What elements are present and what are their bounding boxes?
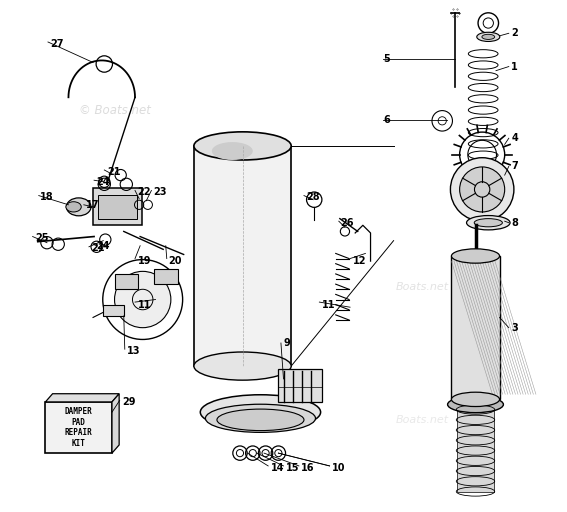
Ellipse shape <box>474 219 502 227</box>
Bar <box>451 256 500 399</box>
Circle shape <box>450 158 514 221</box>
Ellipse shape <box>482 34 494 39</box>
Text: © Boats.net: © Boats.net <box>79 103 151 117</box>
Text: 16: 16 <box>302 463 315 474</box>
Text: 25: 25 <box>35 233 49 243</box>
Polygon shape <box>112 394 119 453</box>
Text: 5: 5 <box>383 54 390 64</box>
Ellipse shape <box>66 198 91 216</box>
Bar <box>103 305 124 316</box>
Text: 10: 10 <box>332 463 346 474</box>
Ellipse shape <box>200 395 320 430</box>
Bar <box>278 369 322 402</box>
Ellipse shape <box>205 404 315 432</box>
Text: 15: 15 <box>286 463 299 474</box>
Ellipse shape <box>467 216 510 230</box>
Circle shape <box>115 271 171 328</box>
Text: 29: 29 <box>122 397 136 407</box>
Text: DAMPER
PAD
REPAIR
KIT: DAMPER PAD REPAIR KIT <box>65 408 92 447</box>
Text: 2: 2 <box>511 28 518 38</box>
Text: 8: 8 <box>511 218 518 228</box>
Text: 21: 21 <box>107 166 120 177</box>
Text: 24: 24 <box>96 177 110 187</box>
Ellipse shape <box>477 32 500 41</box>
Text: 11: 11 <box>138 300 151 310</box>
Text: 20: 20 <box>168 256 182 266</box>
Bar <box>98 195 137 219</box>
Text: 6: 6 <box>383 115 390 125</box>
Bar <box>115 274 138 289</box>
Text: 4: 4 <box>511 133 518 143</box>
Ellipse shape <box>217 409 304 431</box>
Text: 27: 27 <box>50 38 64 49</box>
Circle shape <box>460 167 505 212</box>
Text: 21: 21 <box>91 243 105 253</box>
Bar <box>194 146 291 366</box>
Text: 28: 28 <box>307 192 320 202</box>
Text: 13: 13 <box>128 346 141 356</box>
Bar <box>45 402 112 453</box>
Ellipse shape <box>447 396 503 413</box>
Text: Boats.net: Boats.net <box>396 415 449 425</box>
Text: 1: 1 <box>511 61 518 72</box>
Text: 19: 19 <box>138 256 151 266</box>
Text: 24: 24 <box>96 241 110 251</box>
Text: 9: 9 <box>284 338 290 348</box>
Ellipse shape <box>451 249 500 263</box>
Text: 18: 18 <box>40 192 54 202</box>
Text: Boats.net: Boats.net <box>396 282 449 292</box>
Polygon shape <box>45 394 119 402</box>
Text: 12: 12 <box>353 256 366 266</box>
Ellipse shape <box>212 142 253 160</box>
Text: 14: 14 <box>270 463 284 474</box>
Bar <box>93 188 142 225</box>
Ellipse shape <box>194 132 291 160</box>
Ellipse shape <box>451 392 500 407</box>
Text: 7: 7 <box>511 161 518 172</box>
Text: 23: 23 <box>153 187 167 197</box>
Text: 11: 11 <box>322 300 336 310</box>
Text: 26: 26 <box>340 218 353 228</box>
Ellipse shape <box>194 352 291 380</box>
Bar <box>154 269 177 284</box>
Ellipse shape <box>66 202 81 212</box>
Text: 3: 3 <box>511 323 518 333</box>
Bar <box>456 410 494 492</box>
Text: 17: 17 <box>86 200 100 210</box>
Text: 22: 22 <box>138 187 151 197</box>
